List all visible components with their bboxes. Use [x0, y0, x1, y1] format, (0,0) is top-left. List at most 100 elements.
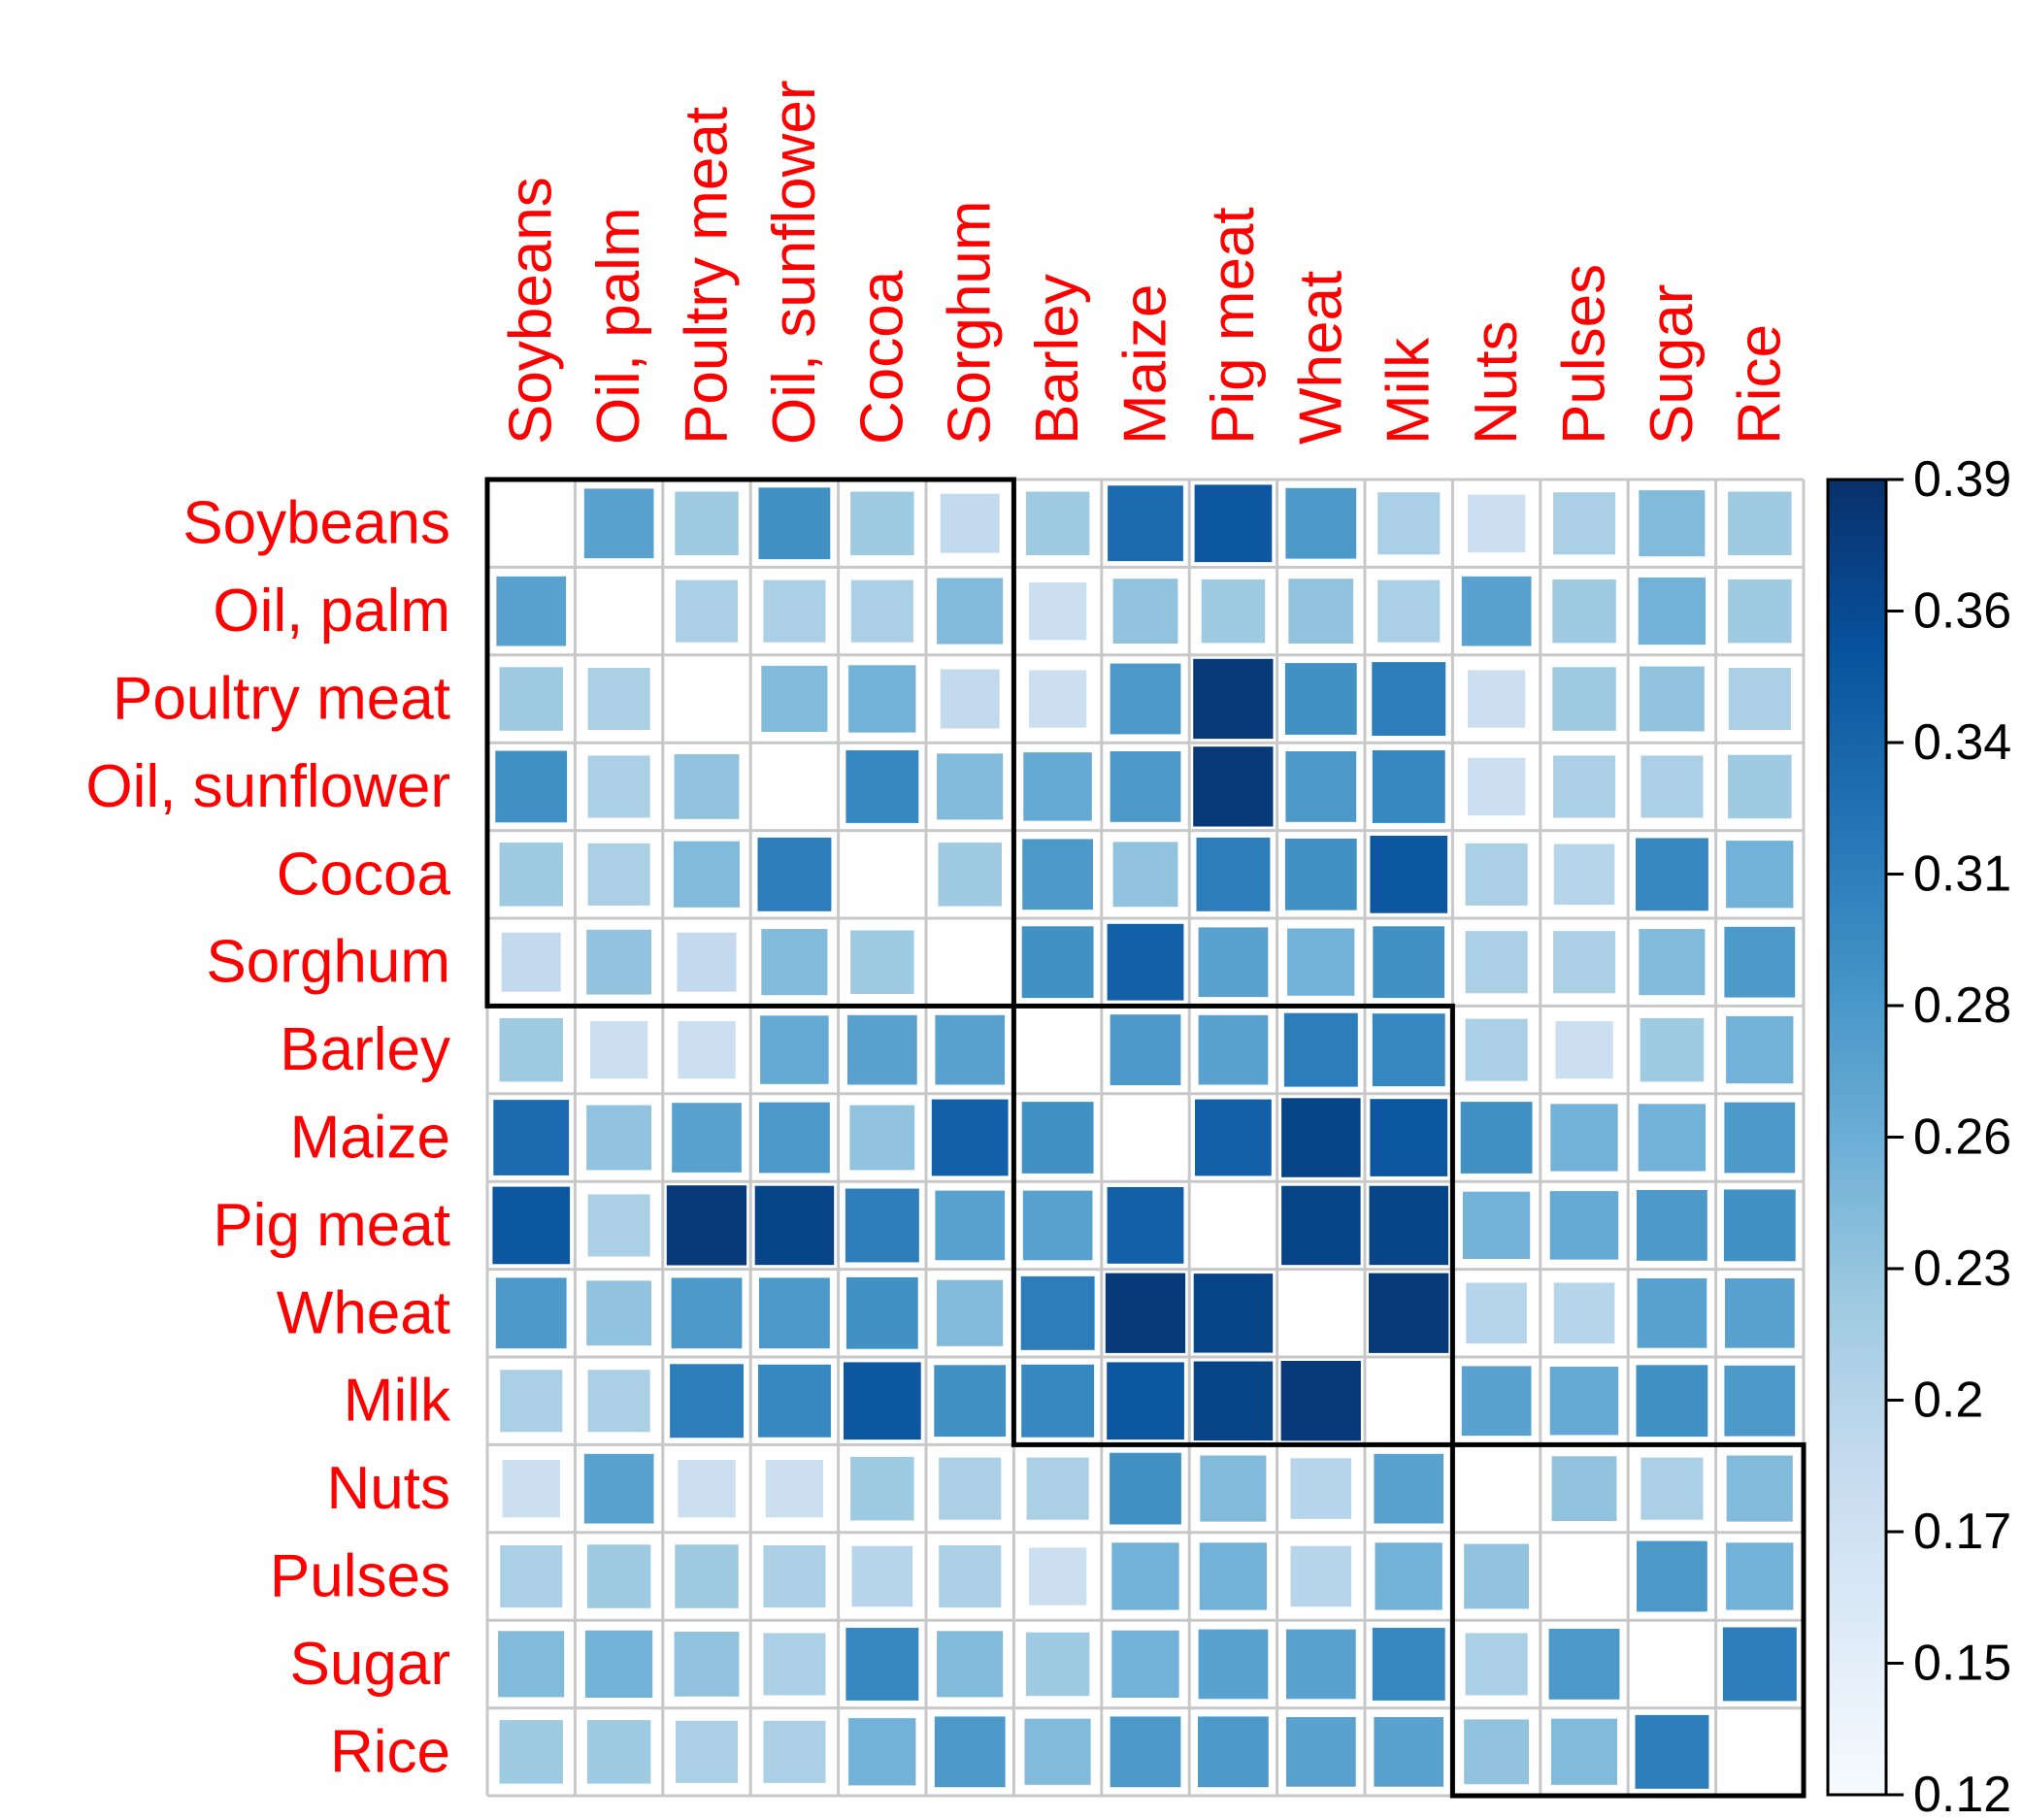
row-label: Oil, palm — [213, 578, 450, 645]
heatmap-cell — [1726, 841, 1794, 909]
heatmap-cell — [1111, 1542, 1179, 1610]
heatmap-cell — [1377, 579, 1441, 643]
heatmap-cell — [587, 843, 650, 906]
heatmap-cell — [1466, 1282, 1527, 1344]
row-label: Poultry meat — [113, 666, 450, 733]
heatmap-cell — [1196, 837, 1271, 911]
heatmap-cell — [1193, 658, 1274, 740]
heatmap-cell — [586, 1544, 651, 1608]
row-label: Maize — [290, 1105, 450, 1172]
heatmap-cell — [1110, 751, 1181, 822]
heatmap-cell — [587, 1194, 650, 1257]
column-label: Pig meat — [1200, 207, 1267, 445]
heatmap-cell — [1370, 1099, 1448, 1176]
heatmap-cell — [1468, 670, 1526, 728]
heatmap-cell — [1549, 1191, 1619, 1260]
heatmap-cell — [586, 1720, 651, 1784]
cluster-boxes — [484, 477, 1807, 1799]
colorbar-tick-label: 0.2 — [1913, 1373, 1983, 1429]
row-label: Wheat — [277, 1279, 450, 1346]
colorbar-gradient — [1826, 478, 1888, 1797]
heatmap-cell — [676, 579, 739, 643]
heatmap-cell — [1370, 836, 1448, 913]
heatmap-cell — [1460, 1102, 1533, 1174]
heatmap-cell — [583, 1453, 654, 1524]
heatmap-cell — [1284, 663, 1357, 735]
heatmap-cell — [678, 1460, 736, 1518]
column-label: Soybeans — [498, 177, 565, 445]
heatmap-cell — [1552, 667, 1616, 731]
colorbar-tick-label: 0.12 — [1913, 1767, 2011, 1815]
column-label: Pulses — [1551, 264, 1618, 445]
heatmap-cell — [1369, 1273, 1449, 1353]
heatmap-cell — [498, 1631, 565, 1698]
heatmap-cell — [1377, 492, 1441, 555]
heatmap-cell — [675, 491, 739, 555]
heatmap-cell — [1110, 1716, 1181, 1788]
row-labels: Soybeans Oil, palm Poultry meat Oil, sunflo… — [85, 490, 451, 1786]
heatmap-cell — [848, 1718, 916, 1786]
heatmap-cell — [1026, 1457, 1089, 1520]
heatmap-cell — [1728, 491, 1792, 555]
heatmap-cell — [677, 932, 737, 992]
heatmap-cell — [1637, 1190, 1707, 1261]
heatmap-cell — [1372, 750, 1445, 823]
colorbar-tick-label: 0.31 — [1913, 846, 2011, 903]
heatmap-cell — [666, 1185, 747, 1266]
row-label: Milk — [344, 1368, 451, 1435]
heatmap-cell — [1285, 487, 1357, 559]
heatmap-cell — [1641, 755, 1704, 818]
heatmap-cell — [931, 1099, 1009, 1176]
heatmap-cell — [1372, 662, 1446, 736]
heatmap-cell — [676, 1720, 739, 1783]
heatmap-cell — [674, 1632, 740, 1697]
heatmap-cell — [1375, 1542, 1442, 1610]
heatmap-cell — [759, 1277, 830, 1349]
heatmap-cell — [937, 1279, 1004, 1346]
cluster-box — [1011, 1003, 1455, 1447]
heatmap-cell — [1637, 1278, 1707, 1348]
heatmap-cell — [1374, 1453, 1444, 1524]
colorbar: 0.39 0.36 0.34 0.31 0.28 0.26 0.23 0.2 0.17 0.15 0… — [1826, 451, 2011, 1820]
heatmap-cell — [1726, 1542, 1794, 1610]
heatmap-cell — [1372, 1628, 1445, 1701]
heatmap-cell — [672, 1103, 742, 1173]
heatmap-cell — [587, 1370, 650, 1433]
colorbar-tick-label: 0.23 — [1913, 1241, 2011, 1297]
heatmap-cell — [1468, 757, 1526, 816]
heatmap-cell — [499, 667, 563, 731]
heatmap-cell — [1193, 1361, 1274, 1440]
heatmap-cell — [1372, 1013, 1445, 1087]
heatmap-cell — [1284, 838, 1357, 910]
heatmap-cell — [1110, 663, 1181, 735]
heatmap-cell — [1201, 579, 1266, 644]
heatmap-cell — [1728, 579, 1792, 644]
column-label: Wheat — [1287, 271, 1354, 445]
heatmap-cell — [1200, 1455, 1267, 1522]
colorbar-tick-label: 0.26 — [1913, 1109, 2011, 1166]
heatmap-cell — [1553, 1282, 1615, 1344]
colorbar-tick-label: 0.15 — [1913, 1636, 2011, 1692]
column-label: Cocoa — [848, 270, 915, 445]
heatmap-cell — [1373, 926, 1445, 999]
heatmap-cell — [1024, 1718, 1091, 1785]
row-label: Oil, sunflower — [85, 753, 450, 820]
column-label: Poultry meat — [674, 107, 741, 445]
heatmap-cell — [587, 755, 650, 818]
heatmap-cell — [765, 1460, 824, 1518]
heatmap-cell — [761, 665, 828, 732]
heatmap-cell — [850, 579, 913, 643]
column-label: Rice — [1726, 324, 1793, 445]
heatmap-cell — [1198, 1716, 1269, 1788]
heatmap-cell — [1280, 1361, 1361, 1441]
heatmap-cell — [1281, 1185, 1361, 1266]
heatmap-cell — [938, 843, 1002, 907]
heatmap-cell — [673, 841, 740, 908]
row-label: Soybeans — [182, 490, 450, 557]
heatmap-cell — [1374, 1717, 1444, 1787]
heatmap-cell — [1021, 1364, 1095, 1438]
heatmap-cell — [1724, 1102, 1796, 1174]
heatmap-cell — [1021, 1102, 1094, 1174]
heatmap-cell — [1468, 494, 1526, 552]
